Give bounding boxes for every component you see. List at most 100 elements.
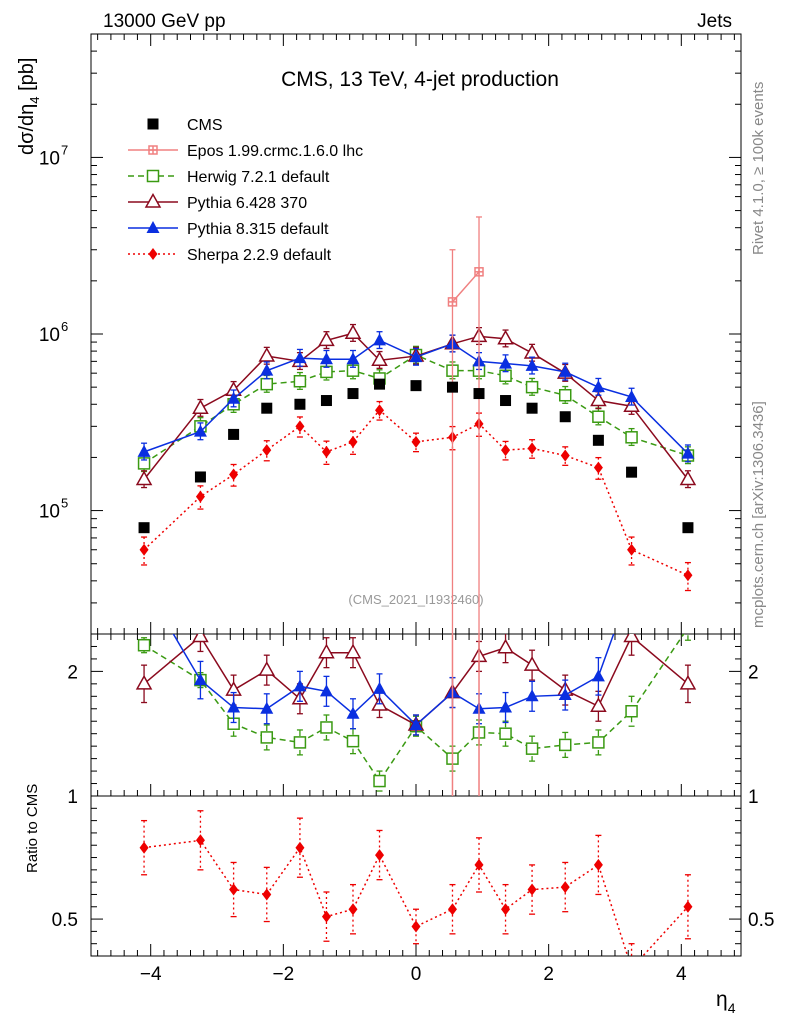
sherpa-point (560, 449, 570, 462)
cms-point (261, 402, 273, 414)
y-tick-label: 10 (39, 325, 60, 346)
pythia6-point (192, 399, 209, 414)
pythia8-point (373, 333, 387, 346)
sherpa-ratio-point (229, 883, 239, 896)
pythia8-ratio-point (260, 701, 274, 714)
herwig-ratio-line (143, 634, 685, 783)
ratio-tick-label: 1 (748, 787, 759, 808)
cms-point (500, 395, 512, 407)
pythia6-point (497, 329, 514, 345)
sherpa-point (295, 420, 305, 433)
legend-sherpa-marker (148, 248, 158, 260)
pythia6-point (344, 324, 362, 339)
analysis-watermark: (CMS_2021_I1932460) (348, 592, 483, 607)
pythia8-ratio-point (409, 717, 423, 730)
cms-point (374, 378, 386, 390)
x-tick-label: −2 (273, 964, 295, 985)
pythia8-point (227, 391, 241, 404)
sherpa-ratio-point (375, 849, 385, 862)
pythia6-ratio-point (135, 674, 153, 690)
sherpa-point (375, 404, 385, 417)
herwig-point (293, 375, 307, 388)
pythia8-point (681, 446, 695, 459)
ratio-lower-area (139, 810, 693, 974)
legend-cms-marker (147, 118, 159, 130)
sherpa-point (229, 468, 239, 481)
x-tick-label: 4 (676, 964, 687, 985)
ratio-tick-label: 2 (748, 662, 759, 683)
pythia8-point (319, 352, 333, 365)
cms-point (559, 411, 571, 423)
sherpa-point (321, 445, 331, 458)
ratio-axis-label: Ratio to CMS (24, 784, 41, 873)
pythia6-ratio-point (679, 674, 697, 690)
legend-epos-label: Epos 1.99.crmc.1.6.0 lhc (187, 143, 363, 160)
pythia8-ratio-point (319, 684, 333, 697)
epos-line (451, 271, 480, 303)
sherpa-point (411, 435, 421, 448)
pythia8-point (591, 380, 605, 393)
pythia8-ratio-point (591, 669, 605, 682)
pythia8-point (558, 364, 572, 377)
pythia6-point (679, 470, 697, 486)
herwig-ratio-point (558, 738, 572, 752)
pythia6-ratio-point (258, 661, 276, 676)
cms-point (410, 380, 422, 392)
sherpa-ratio-point (501, 903, 511, 916)
herwig-ratio-point (625, 705, 638, 718)
pythia8-point (293, 351, 307, 364)
pythia8-point (525, 358, 539, 371)
herwig-ratio-point (373, 774, 386, 788)
legend-pythia8-marker (146, 221, 160, 233)
cms-point (228, 428, 240, 440)
pythia8-ratio-point (625, 577, 638, 589)
sherpa-point (683, 569, 693, 582)
sherpa-point (139, 543, 149, 556)
axis-ticks: −4 −2 0 2 410 510 610 72 21 10.5 0.5 (39, 33, 774, 985)
herwig-point (558, 388, 572, 402)
ratio-tick-label: 2 (67, 662, 78, 683)
sherpa-ratio-point (348, 903, 358, 916)
pythia8-ratio-point (499, 700, 513, 713)
herwig-ratio-point (293, 736, 307, 749)
pythia8-point (625, 389, 639, 402)
cms-point (446, 381, 458, 393)
y-tick-exponent: 7 (61, 142, 68, 157)
cms-point (682, 522, 694, 534)
header-right: Jets (697, 11, 732, 32)
herwig-ratio-point (320, 721, 333, 734)
sherpa-point (262, 444, 272, 457)
herwig-ratio-point (346, 734, 360, 748)
epos-point (447, 297, 458, 307)
rivet-label: Rivet 4.1.0, ≥ 100k events (750, 82, 767, 255)
pythia8-ratio-point (227, 700, 241, 713)
herwig-ratio-point (137, 638, 151, 652)
sherpa-ratio-point (262, 888, 272, 901)
cms-point (526, 402, 538, 414)
pythia8-ratio-point (373, 681, 387, 694)
sherpa-ratio-point (321, 910, 331, 923)
x-axis-label: η4 (716, 988, 736, 1016)
sherpa-ratio-point (593, 858, 603, 871)
pythia6-ratio-point (318, 643, 335, 659)
herwig-point (625, 431, 638, 444)
y-tick-exponent: 6 (61, 319, 68, 334)
y-tick-exponent: 5 (61, 496, 68, 511)
x-tick-label: −4 (140, 964, 162, 985)
sherpa-ratio-point (627, 962, 636, 974)
pythia8-point (193, 424, 207, 437)
herwig-ratio-point (260, 731, 274, 744)
pythia8-point (260, 363, 274, 376)
pythia8-point (409, 350, 423, 363)
pythia8-ratio-point (193, 673, 207, 686)
cms-point (294, 398, 306, 410)
cms-point (592, 434, 604, 446)
herwig-point (592, 410, 605, 423)
cms-point (626, 466, 638, 478)
sherpa-ratio-point (447, 903, 457, 916)
cms-point (320, 395, 332, 407)
pythia6-point (590, 391, 607, 407)
legend-pythia8-label: Pythia 8.315 default (187, 221, 329, 238)
ratio-upper-area (135, 577, 697, 796)
pythia8-point (137, 444, 151, 457)
